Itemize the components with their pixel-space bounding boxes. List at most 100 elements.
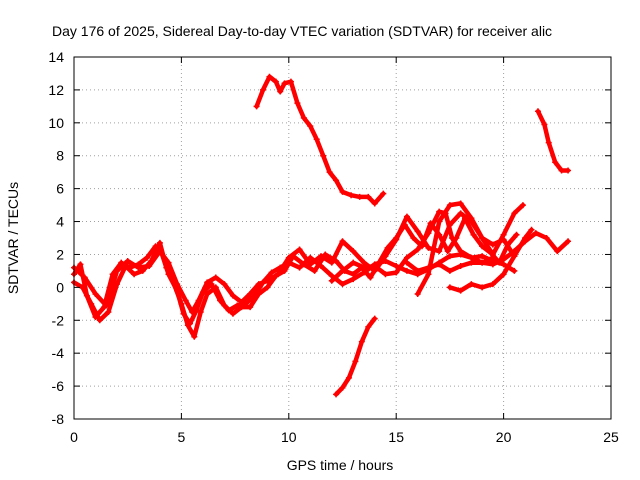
data-point bbox=[307, 261, 314, 268]
data-point bbox=[333, 391, 340, 398]
x-tick-label: 0 bbox=[70, 429, 78, 445]
chart-title: Day 176 of 2025, Sidereal Day-to-day VTE… bbox=[52, 23, 552, 39]
data-point bbox=[229, 292, 236, 299]
data-point bbox=[81, 274, 88, 281]
data-point bbox=[382, 253, 389, 260]
x-tick-label: 5 bbox=[178, 429, 186, 445]
y-axis: -8 -6 -4 -2 0 2 4 6 8 10 12 14 bbox=[48, 49, 611, 427]
series-line bbox=[415, 201, 517, 297]
data-point bbox=[345, 374, 352, 381]
data-point bbox=[281, 80, 288, 87]
data-point bbox=[414, 267, 421, 274]
y-axis-label: SDTVAR / TECUs bbox=[5, 182, 21, 294]
data-point bbox=[266, 73, 273, 80]
data-point bbox=[457, 210, 464, 217]
data-point bbox=[358, 338, 365, 345]
data-point bbox=[178, 300, 185, 307]
data-point bbox=[410, 235, 417, 241]
data-point bbox=[414, 290, 421, 297]
data-point bbox=[436, 218, 443, 225]
data-point bbox=[479, 235, 486, 241]
data-point bbox=[360, 264, 367, 271]
data-point bbox=[541, 121, 548, 128]
series-track-f bbox=[403, 254, 496, 274]
series-track-j bbox=[534, 108, 572, 174]
y-tick-label: 8 bbox=[56, 148, 64, 164]
data-point bbox=[425, 271, 432, 278]
data-point bbox=[313, 136, 320, 143]
data-point bbox=[522, 235, 529, 241]
data-point bbox=[195, 297, 202, 304]
data-point bbox=[425, 264, 432, 271]
data-point bbox=[444, 248, 451, 255]
data-point bbox=[436, 208, 443, 215]
y-tick-label: 4 bbox=[56, 214, 64, 230]
data-point bbox=[479, 253, 486, 260]
data-point bbox=[191, 333, 198, 340]
series-line bbox=[254, 74, 386, 206]
y-tick-label: 10 bbox=[48, 115, 64, 131]
data-point bbox=[425, 244, 432, 251]
data-point bbox=[382, 271, 389, 278]
data-point bbox=[489, 281, 496, 288]
data-point bbox=[156, 239, 163, 246]
data-point bbox=[221, 302, 228, 309]
data-point bbox=[532, 230, 539, 237]
data-point bbox=[96, 317, 103, 324]
data-point bbox=[468, 281, 475, 288]
data-point bbox=[425, 230, 432, 237]
data-point bbox=[365, 193, 372, 200]
data-point bbox=[204, 279, 211, 286]
data-point bbox=[479, 284, 486, 291]
data-point bbox=[339, 267, 346, 274]
data-point bbox=[92, 290, 99, 297]
data-point bbox=[197, 309, 204, 316]
data-point bbox=[500, 271, 507, 278]
data-point bbox=[253, 103, 260, 110]
data-point bbox=[457, 200, 464, 207]
data-point bbox=[457, 248, 464, 255]
series-layer bbox=[71, 73, 572, 398]
data-point bbox=[554, 248, 561, 255]
data-point bbox=[300, 114, 307, 121]
data-point bbox=[513, 231, 520, 238]
y-tick-label: 0 bbox=[56, 279, 64, 295]
data-point bbox=[470, 231, 477, 238]
data-point bbox=[365, 323, 372, 330]
data-point bbox=[275, 271, 282, 278]
data-point bbox=[339, 188, 346, 195]
data-point bbox=[272, 78, 279, 85]
data-point bbox=[414, 228, 421, 235]
data-point bbox=[500, 261, 507, 268]
data-point bbox=[565, 238, 572, 245]
data-point bbox=[350, 271, 357, 278]
data-point bbox=[277, 88, 284, 95]
data-point bbox=[543, 235, 550, 241]
data-point bbox=[371, 315, 378, 322]
data-point bbox=[446, 202, 453, 209]
data-point bbox=[156, 248, 163, 255]
data-point bbox=[393, 236, 400, 243]
data-point bbox=[255, 281, 262, 288]
data-point bbox=[221, 281, 228, 288]
data-point bbox=[260, 86, 267, 93]
data-point bbox=[558, 167, 565, 174]
data-point bbox=[79, 284, 86, 291]
data-point bbox=[489, 241, 496, 248]
data-point bbox=[105, 309, 112, 316]
data-point bbox=[189, 309, 196, 316]
data-point bbox=[352, 358, 359, 365]
data-point bbox=[350, 248, 357, 255]
data-point bbox=[552, 159, 559, 166]
data-point bbox=[449, 235, 456, 241]
data-point bbox=[333, 177, 340, 184]
data-point bbox=[326, 169, 333, 176]
data-point bbox=[165, 259, 172, 266]
data-point bbox=[339, 384, 346, 391]
data-point bbox=[479, 243, 486, 250]
data-point bbox=[519, 202, 526, 209]
data-point bbox=[468, 259, 475, 266]
data-point bbox=[446, 267, 453, 274]
y-tick-label: 6 bbox=[56, 181, 64, 197]
